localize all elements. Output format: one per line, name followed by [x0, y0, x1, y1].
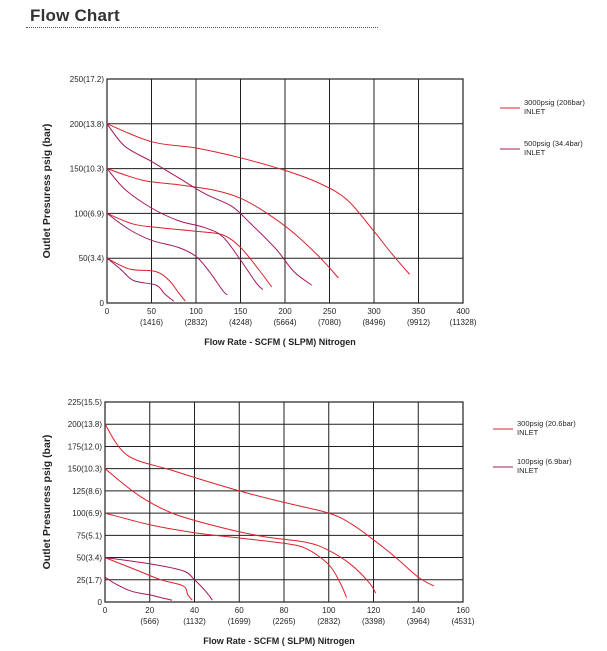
flow-chart-low-pressure: 0 20 (566) 40 (1132) 60 (1699) 80 (2265) 100 (2832… — [41, 398, 576, 646]
x-tick-sublabel: (4531) — [451, 617, 474, 626]
y-tick-label: 100(6.9) — [74, 209, 104, 218]
series-line — [104, 576, 173, 601]
x-tick-label: 40 — [190, 606, 199, 615]
x-tick-sublabel: (9912) — [407, 318, 430, 327]
x-tick-sublabel: (5664) — [273, 318, 296, 327]
page-title: Flow Chart — [30, 6, 120, 25]
y-tick-label: 50(3.4) — [77, 554, 103, 563]
x-tick-sublabel: (11328) — [450, 318, 477, 327]
x-axis-label: Flow Rate - SCFM ( SLPM) Nitrogen — [203, 636, 355, 646]
x-tick-label: 350 — [412, 307, 426, 316]
series-line — [104, 468, 377, 594]
x-tick-label: 200 — [278, 307, 292, 316]
x-tick-sublabel: (1699) — [228, 617, 251, 626]
y-tick-label: 200(13.8) — [70, 120, 105, 129]
x-tick-label: 300 — [367, 307, 381, 316]
legend-label: 3000psig (206bar) — [524, 98, 585, 107]
y-tick-label: 50(3.4) — [79, 254, 105, 263]
y-tick-label: 0 — [98, 598, 103, 607]
legend-label: 300psig (20.6bar) — [517, 419, 576, 428]
series-line — [106, 212, 228, 296]
x-tick-label: 100 — [189, 307, 203, 316]
legend-sublabel: INLET — [517, 466, 539, 475]
y-tick-label: 75(5.1) — [77, 531, 103, 540]
x-tick-sublabel: (8496) — [362, 318, 385, 327]
legend-label: 100psig (6.9bar) — [517, 457, 572, 466]
x-tick-label: 140 — [412, 606, 426, 615]
x-tick-label: 60 — [235, 606, 244, 615]
y-tick-label: 225(15.5) — [68, 398, 103, 407]
x-axis-label: Flow Rate - SCFM ( SLPM) Nitrogen — [204, 337, 356, 347]
x-tick-sublabel: (1416) — [140, 318, 163, 327]
x-tick-sublabel: (2265) — [272, 617, 295, 626]
legend-sublabel: INLET — [524, 107, 546, 116]
series-line — [106, 212, 273, 288]
legend-sublabel: INLET — [517, 428, 539, 437]
x-tick-label: 160 — [456, 606, 470, 615]
series-line — [104, 557, 213, 601]
x-tick-label: 0 — [103, 606, 108, 615]
y-tick-label: 150(10.3) — [70, 165, 105, 174]
y-tick-label: 200(13.8) — [68, 420, 103, 429]
plot-frame — [106, 78, 464, 304]
x-tick-sublabel: (2832) — [317, 617, 340, 626]
y-tick-label: 25(1.7) — [77, 576, 103, 585]
x-tick-sublabel: (1132) — [183, 617, 206, 626]
series-line — [104, 423, 435, 587]
series-line — [106, 257, 175, 302]
y-tick-label: 175(12.0) — [68, 442, 103, 451]
x-tick-sublabel: (7080) — [318, 318, 341, 327]
x-tick-label: 150 — [234, 307, 248, 316]
x-tick-label: 80 — [280, 606, 289, 615]
x-tick-label: 0 — [105, 307, 110, 316]
title-divider — [26, 27, 378, 28]
y-tick-label: 100(6.9) — [72, 509, 102, 518]
y-tick-label: 0 — [100, 299, 105, 308]
series-line — [104, 512, 348, 598]
series-line — [106, 168, 339, 279]
series-line — [106, 257, 186, 302]
series-line — [104, 557, 193, 601]
x-tick-label: 100 — [322, 606, 336, 615]
x-tick-label: 400 — [456, 307, 470, 316]
legend-label: 500psig (34.4bar) — [524, 139, 583, 148]
x-tick-sublabel: (566) — [140, 617, 159, 626]
legend-sublabel: INLET — [524, 148, 546, 157]
plot-frame — [104, 401, 464, 603]
x-tick-sublabel: (3964) — [407, 617, 430, 626]
series-line — [106, 123, 410, 275]
x-tick-sublabel: (4248) — [229, 318, 252, 327]
x-tick-sublabel: (2832) — [184, 318, 207, 327]
series-line — [106, 168, 264, 290]
flow-chart-high-pressure: 0 50(1416)100(2832)150(4248)200(5664)250(… — [41, 75, 585, 347]
y-tick-label: 125(8.6) — [72, 487, 102, 496]
x-tick-label: 120 — [367, 606, 381, 615]
x-tick-label: 250 — [323, 307, 337, 316]
y-axis-label: Outlet Presuress psig (bar) — [41, 124, 53, 259]
y-tick-label: 250(17.2) — [70, 75, 105, 84]
x-tick-sublabel: (3398) — [362, 617, 385, 626]
x-tick-label: 50 — [147, 307, 156, 316]
y-axis-label: Outlet Presuress psig (bar) — [41, 435, 53, 570]
x-tick-label: 20 — [145, 606, 154, 615]
series-line — [106, 123, 313, 286]
y-tick-label: 150(10.3) — [68, 465, 103, 474]
